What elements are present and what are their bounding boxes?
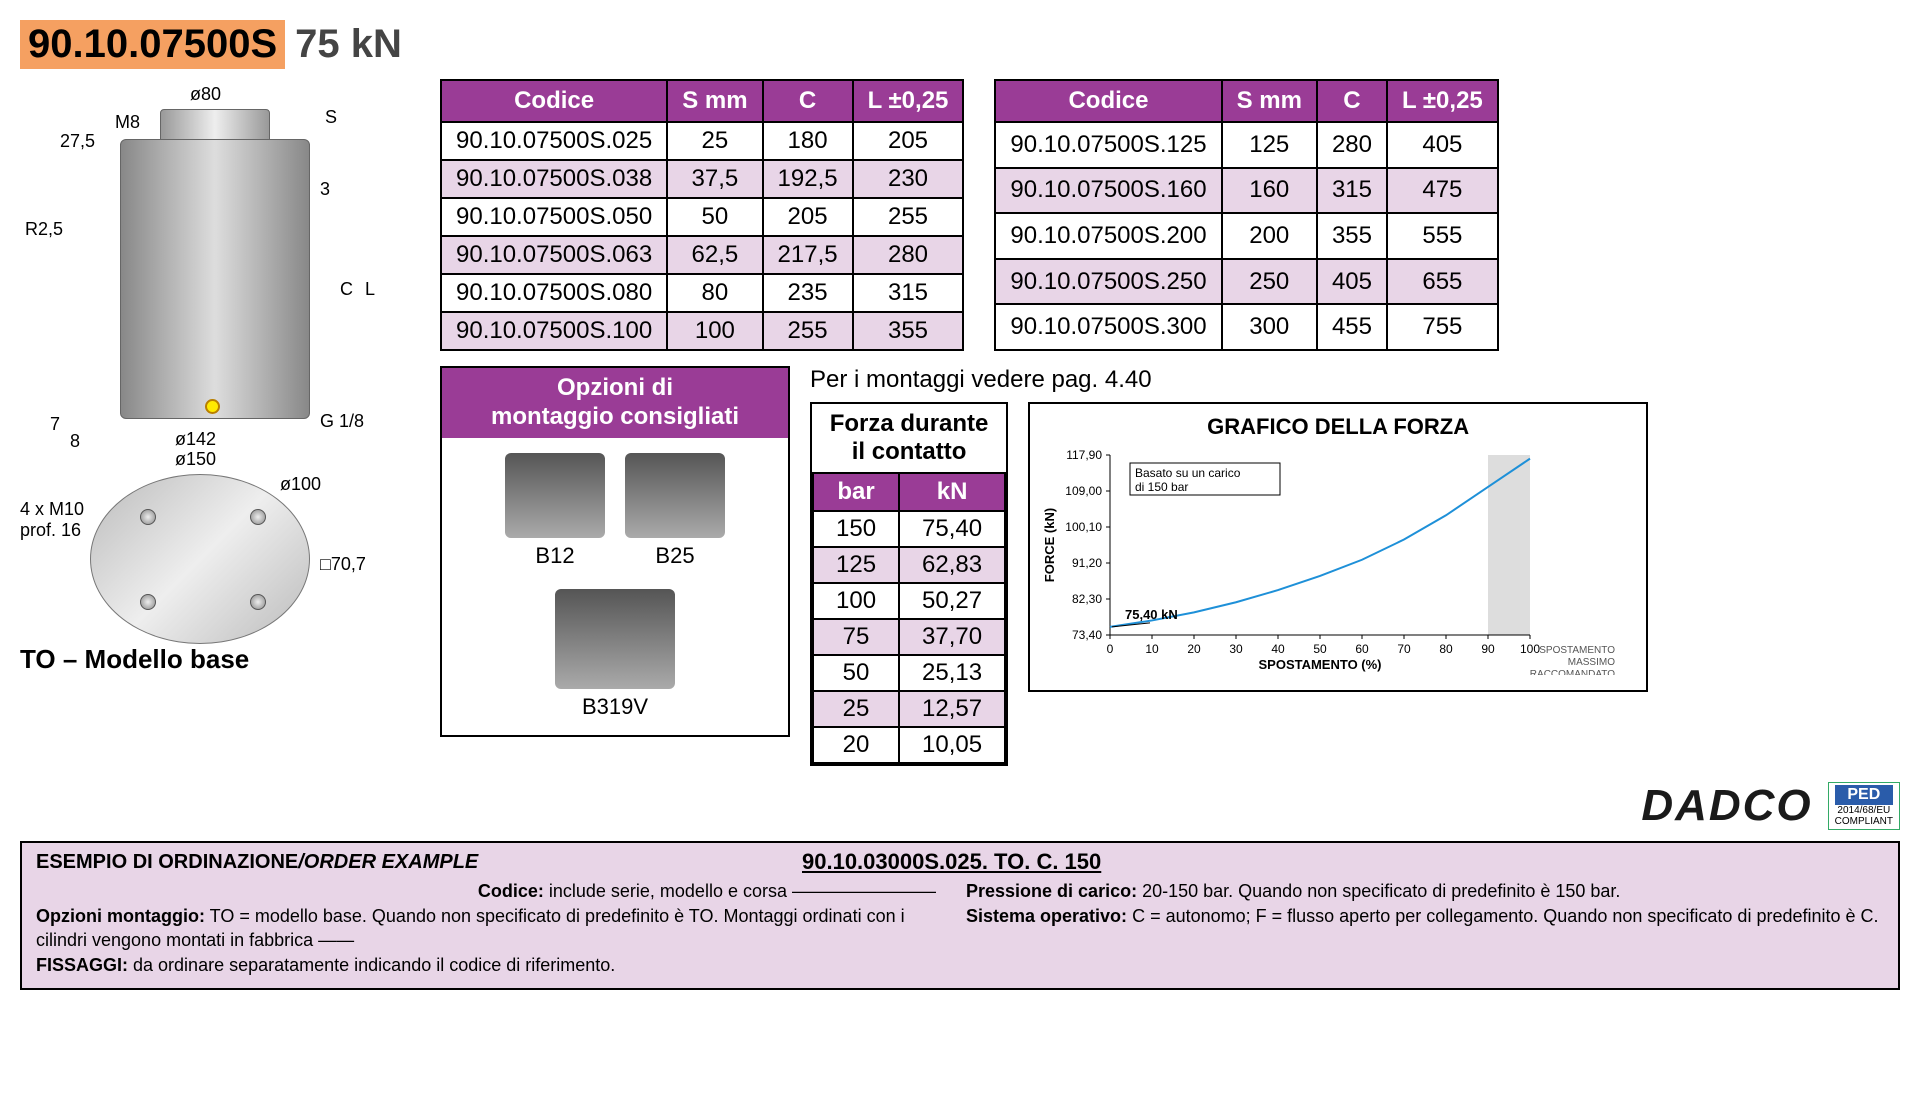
table-row: 90.10.07500S.02525180205 xyxy=(441,122,963,160)
mount-item: B25 xyxy=(625,453,725,569)
dim-d142: ø142 xyxy=(175,429,216,450)
force-title: Forza durante il contatto xyxy=(812,404,1006,472)
svg-text:70: 70 xyxy=(1397,642,1411,656)
col-header: C xyxy=(1317,80,1387,122)
dim-d80: ø80 xyxy=(190,84,221,105)
spec-table-right: CodiceS mmCL ±0,2590.10.07500S.125125280… xyxy=(994,79,1498,351)
force-chart-box: GRAFICO DELLA FORZA 117,90 109,00 100,10 91… xyxy=(1028,402,1648,692)
table-row: 90.10.07500S.03837,5192,5230 xyxy=(441,160,963,198)
dim-l: L xyxy=(365,279,375,300)
svg-text:40: 40 xyxy=(1271,642,1285,656)
svg-text:60: 60 xyxy=(1355,642,1369,656)
table-row: 90.10.07500S.08080235315 xyxy=(441,274,963,312)
table-row: 7537,70 xyxy=(813,619,1005,655)
dim-d150: ø150 xyxy=(175,449,216,470)
col-header: S mm xyxy=(667,80,762,122)
chart-title: GRAFICO DELLA FORZA xyxy=(1040,414,1636,440)
dim-r25: R2,5 xyxy=(25,219,63,240)
table-row: 2512,57 xyxy=(813,691,1005,727)
svg-text:80: 80 xyxy=(1439,642,1453,656)
svg-text:FORCE (kN): FORCE (kN) xyxy=(1042,508,1057,582)
dim-d100: ø100 xyxy=(280,474,321,495)
product-force: 75 kN xyxy=(295,22,402,67)
dim-275: 27,5 xyxy=(60,131,95,152)
col-header: L ±0,25 xyxy=(1387,80,1498,122)
svg-text:117,90: 117,90 xyxy=(1066,448,1102,462)
see-mounts-note: Per i montaggi vedere pag. 4.40 xyxy=(810,366,1648,394)
col-header: Codice xyxy=(441,80,667,122)
col-header: Codice xyxy=(995,80,1221,122)
svg-text:SPOSTAMENTO: SPOSTAMENTO xyxy=(1539,645,1615,656)
mount-header: Opzioni di montaggio consigliati xyxy=(442,368,788,438)
order-example-box: ESEMPIO DI ORDINAZIONE/ORDER EXAMPLE 90.… xyxy=(20,841,1900,990)
dim-s: S xyxy=(325,107,337,128)
order-code: 90.10.03000S.025. TO. C. 150 xyxy=(802,849,1101,875)
mount-item: B12 xyxy=(505,453,605,569)
table-row: 90.10.07500S.160160315475 xyxy=(995,168,1497,214)
force-table-box: Forza durante il contatto barkN15075,401… xyxy=(810,402,1008,766)
technical-drawing: ø80 M8 S 27,5 3 R2,5 C L G 1/8 7 8 ø142 … xyxy=(20,79,420,639)
table-row: 90.10.07500S.05050205255 xyxy=(441,198,963,236)
brand-logo: DADCO xyxy=(1641,781,1812,831)
model-base-label: TO – Modello base xyxy=(20,644,420,675)
svg-text:100: 100 xyxy=(1520,642,1540,656)
svg-text:SPOSTAMENTO (%): SPOSTAMENTO (%) xyxy=(1259,657,1382,672)
dim-sq707: □70,7 xyxy=(320,554,366,575)
dim-8: 8 xyxy=(70,431,80,452)
svg-text:100,10: 100,10 xyxy=(1065,520,1102,534)
table-row: 10050,27 xyxy=(813,583,1005,619)
table-row: 90.10.07500S.300300455755 xyxy=(995,304,1497,350)
product-code: 90.10.07500S xyxy=(20,20,285,69)
table-row: 90.10.07500S.06362,5217,5280 xyxy=(441,236,963,274)
table-row: 90.10.07500S.100100255355 xyxy=(441,312,963,350)
svg-text:di 150 bar: di 150 bar xyxy=(1135,480,1188,494)
mount-item: B319V xyxy=(555,589,675,720)
col-header: S mm xyxy=(1222,80,1317,122)
col-header: C xyxy=(763,80,853,122)
svg-text:30: 30 xyxy=(1229,642,1243,656)
table-row: 5025,13 xyxy=(813,655,1005,691)
mount-options-box: Opzioni di montaggio consigliati B12B25 B… xyxy=(440,366,790,737)
svg-text:91,20: 91,20 xyxy=(1072,556,1102,570)
svg-text:75,40 kN: 75,40 kN xyxy=(1125,607,1178,622)
svg-text:RACCOMANDATO: RACCOMANDATO xyxy=(1530,669,1615,675)
dim-c: C xyxy=(340,279,353,300)
svg-text:82,30: 82,30 xyxy=(1072,592,1102,606)
table-row: 12562,83 xyxy=(813,547,1005,583)
svg-text:Basato su un carico: Basato su un carico xyxy=(1135,466,1241,480)
svg-text:10: 10 xyxy=(1145,642,1159,656)
table-row: 90.10.07500S.250250405655 xyxy=(995,259,1497,305)
ped-badge: PED 2014/68/EU COMPLIANT xyxy=(1828,782,1900,830)
table-row: 90.10.07500S.125125280405 xyxy=(995,122,1497,168)
svg-text:90: 90 xyxy=(1481,642,1495,656)
svg-text:20: 20 xyxy=(1187,642,1201,656)
table-row: 15075,40 xyxy=(813,511,1005,547)
spec-table-left: CodiceS mmCL ±0,2590.10.07500S.025251802… xyxy=(440,79,964,351)
title-bar: 90.10.07500S 75 kN xyxy=(20,20,1900,69)
dim-m8: M8 xyxy=(115,112,140,133)
svg-text:0: 0 xyxy=(1107,642,1114,656)
table-row: 90.10.07500S.200200355555 xyxy=(995,213,1497,259)
svg-text:50: 50 xyxy=(1313,642,1327,656)
table-row: 2010,05 xyxy=(813,727,1005,763)
dim-g18: G 1/8 xyxy=(320,411,364,432)
col-header: L ±0,25 xyxy=(853,80,964,122)
svg-text:109,00: 109,00 xyxy=(1065,484,1102,498)
svg-text:73,40: 73,40 xyxy=(1072,628,1102,642)
order-title: ESEMPIO DI ORDINAZIONE/ORDER EXAMPLE xyxy=(36,851,478,873)
dim-3: 3 xyxy=(320,179,330,200)
dim-7: 7 xyxy=(50,414,60,435)
dim-bolts: 4 x M10 prof. 16 xyxy=(20,499,84,541)
svg-text:MASSIMO: MASSIMO xyxy=(1568,657,1615,668)
